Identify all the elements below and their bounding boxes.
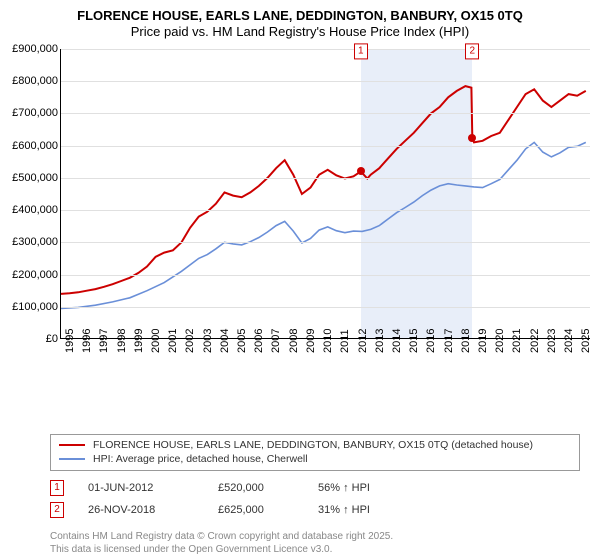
gridline	[61, 81, 590, 82]
x-axis-label: 2008	[288, 329, 300, 353]
x-axis-label: 2018	[460, 329, 472, 353]
gridline	[61, 178, 590, 179]
sale-dot	[357, 167, 365, 175]
x-axis-label: 2019	[477, 329, 489, 353]
gridline	[61, 275, 590, 276]
x-axis-label: 2016	[425, 329, 437, 353]
legend: FLORENCE HOUSE, EARLS LANE, DEDDINGTON, …	[50, 434, 580, 471]
x-axis-label: 2022	[529, 329, 541, 353]
x-axis-label: 2010	[322, 329, 334, 353]
sale-row-1: 1 01-JUN-2012 £520,000 56% ↑ HPI	[50, 480, 580, 496]
legend-row-price: FLORENCE HOUSE, EARLS LANE, DEDDINGTON, …	[59, 439, 571, 451]
attribution-line2: This data is licensed under the Open Gov…	[50, 544, 393, 557]
sale-marker: 1	[354, 43, 368, 59]
attribution: Contains HM Land Registry data © Crown c…	[50, 531, 393, 556]
series-price-paid	[61, 86, 586, 294]
legend-swatch-price	[59, 444, 85, 446]
attribution-line1: Contains HM Land Registry data © Crown c…	[50, 531, 393, 544]
y-axis-label: £400,000	[10, 204, 58, 216]
sale-price-2: £625,000	[218, 504, 318, 516]
x-axis-label: 2020	[494, 329, 506, 353]
y-axis-label: £800,000	[10, 75, 58, 87]
sale-idx-2: 2	[50, 502, 64, 518]
x-axis-label: 1997	[98, 329, 110, 353]
gridline	[61, 242, 590, 243]
x-axis-label: 2011	[339, 329, 351, 353]
y-axis-label: £900,000	[10, 43, 58, 55]
y-axis-label: £0	[10, 333, 58, 345]
gridline	[61, 113, 590, 114]
sale-row-2: 2 26-NOV-2018 £625,000 31% ↑ HPI	[50, 502, 580, 518]
x-axis-label: 2025	[580, 329, 592, 353]
legend-swatch-hpi	[59, 458, 85, 460]
x-axis-label: 2005	[236, 329, 248, 353]
sales-table: 1 01-JUN-2012 £520,000 56% ↑ HPI 2 26-NO…	[50, 480, 580, 524]
sale-dot	[468, 134, 476, 142]
y-axis-label: £300,000	[10, 236, 58, 248]
x-axis-label: 1998	[116, 329, 128, 353]
x-axis-label: 2014	[391, 329, 403, 353]
x-axis-label: 2024	[563, 329, 575, 353]
sale-date-2: 26-NOV-2018	[88, 504, 218, 516]
x-axis-label: 2023	[546, 329, 558, 353]
legend-label-price: FLORENCE HOUSE, EARLS LANE, DEDDINGTON, …	[93, 439, 533, 451]
sale-delta-1: 56% ↑ HPI	[318, 482, 438, 494]
x-axis-label: 2000	[150, 329, 162, 353]
x-axis-label: 2006	[253, 329, 265, 353]
y-axis-label: £600,000	[10, 140, 58, 152]
x-axis-label: 2017	[443, 329, 455, 353]
gridline	[61, 210, 590, 211]
sale-idx-1: 1	[50, 480, 64, 496]
title-address: FLORENCE HOUSE, EARLS LANE, DEDDINGTON, …	[10, 8, 590, 23]
legend-label-hpi: HPI: Average price, detached house, Cher…	[93, 453, 308, 465]
x-axis-label: 2009	[305, 329, 317, 353]
x-axis-label: 2002	[184, 329, 196, 353]
y-axis-label: £100,000	[10, 301, 58, 313]
x-axis-label: 2001	[167, 329, 179, 353]
title-block: FLORENCE HOUSE, EARLS LANE, DEDDINGTON, …	[10, 8, 590, 39]
plot-area: 12	[60, 49, 590, 339]
y-axis-label: £200,000	[10, 269, 58, 281]
x-axis-label: 1995	[64, 329, 76, 353]
title-subtitle: Price paid vs. HM Land Registry's House …	[10, 24, 590, 39]
x-axis-label: 1999	[133, 329, 145, 353]
x-axis-label: 2015	[408, 329, 420, 353]
gridline	[61, 307, 590, 308]
gridline	[61, 146, 590, 147]
gridline	[61, 49, 590, 50]
sale-delta-2: 31% ↑ HPI	[318, 504, 438, 516]
sale-date-1: 01-JUN-2012	[88, 482, 218, 494]
x-axis-label: 2003	[202, 329, 214, 353]
y-axis-label: £700,000	[10, 107, 58, 119]
chart-area: 12 £0£100,000£200,000£300,000£400,000£50…	[10, 45, 590, 385]
legend-row-hpi: HPI: Average price, detached house, Cher…	[59, 453, 571, 465]
sale-price-1: £520,000	[218, 482, 318, 494]
y-axis-label: £500,000	[10, 172, 58, 184]
x-axis-label: 2013	[374, 329, 386, 353]
x-axis-label: 2007	[270, 329, 282, 353]
x-axis-label: 2004	[219, 329, 231, 353]
x-axis-label: 2021	[511, 329, 523, 353]
x-axis-label: 1996	[81, 329, 93, 353]
series-hpi	[61, 142, 586, 308]
chart-container: FLORENCE HOUSE, EARLS LANE, DEDDINGTON, …	[0, 0, 600, 560]
sale-marker: 2	[465, 43, 479, 59]
x-axis-label: 2012	[357, 329, 369, 353]
line-layer	[61, 49, 590, 338]
